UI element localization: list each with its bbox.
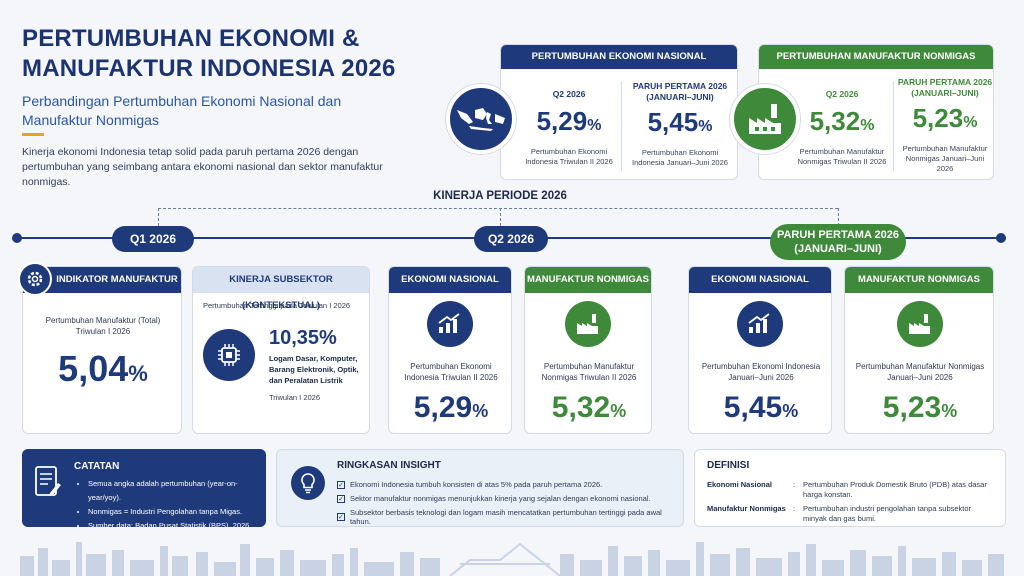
timeline-bracket-top [158, 208, 838, 209]
manufacturing-q2-column: Q2 2026 5,32% Pertumbuhan Manufaktur Non… [795, 89, 889, 167]
definition-text: Pertumbuhan industri pengolahan tanpa su… [803, 504, 972, 523]
national-h1-column: PARUH PERTAMA 2026 (JANUARI–JUNI) 5,45% … [625, 81, 735, 168]
national-growth-heading: PERTUMBUHAN EKONOMI NASIONAL [501, 45, 737, 69]
insight-item: ✓ Subsektor berbasis teknologi dan logam … [337, 508, 662, 526]
timeline-h1-pill: PARUH PERTAMA 2026 (JANUARI–JUNI) [770, 224, 906, 260]
manufacturing-h1-column: PARUH PERTAMA 2026 (JANUARI–JUNI) 5,23% … [897, 77, 993, 174]
indicator-card-desc: Pertumbuhan Manufaktur (Total) Triwulan … [45, 316, 161, 336]
manufacturing-q2-value: 5,32% [809, 106, 875, 136]
indicator-card-value: 5,04% [58, 348, 148, 389]
manufacturing-growth-box: PERTUMBUHAN MANUFAKTUR NONMIGAS Q2 2026 … [758, 44, 994, 180]
check-icon: ✓ [337, 513, 345, 521]
insight-panel: RINGKASAN INSIGHT ✓ Ekonomi Indonesia tum… [276, 449, 684, 527]
h1-national-heading: EKONOMI NASIONAL [689, 267, 831, 293]
definition-text: Pertumbuhan Produk Domestik Bruto (PDB) … [803, 480, 987, 499]
indonesia-map-icon [446, 84, 516, 154]
notes-panel: CATATAN Semua angka adalah pertumbuhan (… [22, 449, 266, 530]
manufacturing-growth-heading: PERTUMBUHAN MANUFAKTUR NONMIGAS [759, 45, 993, 69]
timeline-bracket-mid [500, 208, 501, 226]
timeline-start-dot [12, 233, 22, 243]
timeline-title: KINERJA PERIODE 2026 [433, 190, 567, 202]
page-subtitle: Perbandingan Pertumbuhan Ekonomi Nasiona… [22, 93, 342, 128]
intro-text: Kinerja ekonomi Indonesia tetap solid pa… [22, 146, 383, 188]
subsector-card-name: Logam Dasar, Komputer, Barang Elektronik… [269, 354, 359, 385]
h1-national-card: EKONOMI NASIONAL Pertumbuhan Ekonomi Ind… [688, 266, 832, 434]
insight-item: ✓ Ekonomi Indonesia tumbuh konsisten di a… [337, 480, 603, 489]
q2-national-desc: Pertumbuhan Ekonomi Indonesia Triwulan I… [404, 362, 498, 382]
h1-manufacturing-desc: Pertumbuhan Manufaktur Nonmigas Januari–… [855, 362, 985, 382]
factory-icon [565, 301, 611, 347]
factory-icon [730, 84, 800, 154]
chip-icon [203, 329, 255, 381]
gear-icon [18, 262, 52, 296]
manufacturing-h1-value: 5,23% [912, 103, 978, 133]
subsector-card-caption: Pertumbuhan Tertinggi pada Triwulan I 20… [203, 301, 351, 310]
subsector-card-heading: KINERJA SUBSEKTOR (KONTEKSTUAL) [193, 267, 369, 311]
definition-term: Manufaktur Nonmigas [707, 504, 786, 513]
national-h1-label: PARUH PERTAMA 2026 (JANUARI–JUNI) [632, 81, 728, 102]
q2-manufacturing-heading: MANUFAKTUR NONMIGAS [525, 267, 651, 293]
timeline-bracket-right [838, 208, 839, 226]
insight-title: RINGKASAN INSIGHT [337, 460, 441, 471]
growth-chart-icon [427, 301, 473, 347]
h1-manufacturing-card: MANUFAKTUR NONMIGAS Pertumbuhan Manufakt… [844, 266, 994, 434]
definitions-title: DEFINISI [707, 460, 750, 471]
indicator-card: INDIKATOR MANUFAKTUR Pertumbuhan Manufak… [22, 266, 182, 434]
subsector-card-value: 10,35% [269, 327, 337, 349]
manufacturing-q2-label: Q2 2026 [825, 89, 859, 99]
q2-national-heading: EKONOMI NASIONAL [389, 267, 511, 293]
subtitle-accent-line [22, 133, 44, 136]
q2-manufacturing-card: MANUFAKTUR NONMIGAS Pertumbuhan Manufakt… [524, 266, 652, 434]
national-h1-value: 5,45% [647, 107, 713, 137]
notes-list: Semua angka adalah pertumbuhan (year-on-… [88, 477, 263, 533]
check-icon: ✓ [337, 480, 345, 489]
definition-term: Ekonomi Nasional [707, 480, 773, 489]
timeline-bracket-left [158, 208, 159, 226]
h1-manufacturing-value: 5,23% [882, 391, 958, 424]
subsector-card: KINERJA SUBSEKTOR (KONTEKSTUAL) Pertumbu… [192, 266, 370, 434]
national-q2-label: Q2 2026 [552, 89, 586, 99]
national-q2-column: Q2 2026 5,29% Pertumbuhan Ekonomi Indone… [521, 89, 617, 167]
notes-item: Sumber data: Badan Pusat Statistik (BPS)… [88, 519, 263, 533]
manufacturing-q2-desc: Pertumbuhan Manufaktur Nonmigas Triwulan… [797, 147, 887, 166]
document-icon [32, 463, 64, 503]
city-skyline-illustration [20, 542, 1004, 576]
national-growth-box: PERTUMBUHAN EKONOMI NASIONAL Q2 2026 5,2… [500, 44, 738, 180]
notes-item: Nonmigas = Industri Pengolahan tanpa Mig… [88, 505, 263, 519]
page-title: PERTUMBUHAN EKONOMI & MANUFAKTUR INDONES… [22, 25, 396, 82]
q2-national-card: EKONOMI NASIONAL Pertumbuhan Ekonomi Ind… [388, 266, 512, 434]
q2-national-value: 5,29% [413, 391, 489, 424]
q2-manufacturing-value: 5,32% [551, 391, 627, 424]
definitions-panel: DEFINISI Ekonomi Nasional : Pertumbuhan … [694, 449, 1006, 527]
subsector-card-period: Triwulan I 2026 [269, 393, 320, 402]
notes-item: Semua angka adalah pertumbuhan (year-on-… [88, 477, 263, 505]
lightbulb-icon [291, 466, 325, 500]
manufacturing-h1-label: PARUH PERTAMA 2026 (JANUARI–JUNI) [897, 77, 993, 98]
factory-icon [897, 301, 943, 347]
h1-national-desc: Pertumbuhan Ekonomi Indonesia Januari–Ju… [701, 362, 821, 382]
insight-item: ✓ Sektor manufaktur nonmigas menunjukkan … [337, 494, 651, 503]
check-icon: ✓ [337, 494, 345, 503]
notes-title: CATATAN [74, 461, 120, 472]
h1-manufacturing-heading: MANUFAKTUR NONMIGAS [845, 267, 993, 293]
timeline-q2-pill: Q2 2026 [474, 226, 548, 252]
q2-manufacturing-desc: Pertumbuhan Manufaktur Nonmigas Triwulan… [541, 362, 637, 382]
h1-national-value: 5,45% [723, 391, 799, 424]
national-q2-desc: Pertumbuhan Ekonomi Indonesia Triwulan I… [525, 147, 613, 166]
national-q2-value: 5,29% [536, 106, 602, 136]
growth-chart-icon [737, 301, 783, 347]
manufacturing-h1-desc: Pertumbuhan Manufaktur Nonmigas Januari–… [902, 144, 988, 173]
timeline-end-dot [996, 233, 1006, 243]
national-h1-desc: Pertumbuhan Ekonomi Indonesia Januari–Ju… [632, 148, 728, 167]
timeline-q1-pill: Q1 2026 [112, 226, 194, 252]
